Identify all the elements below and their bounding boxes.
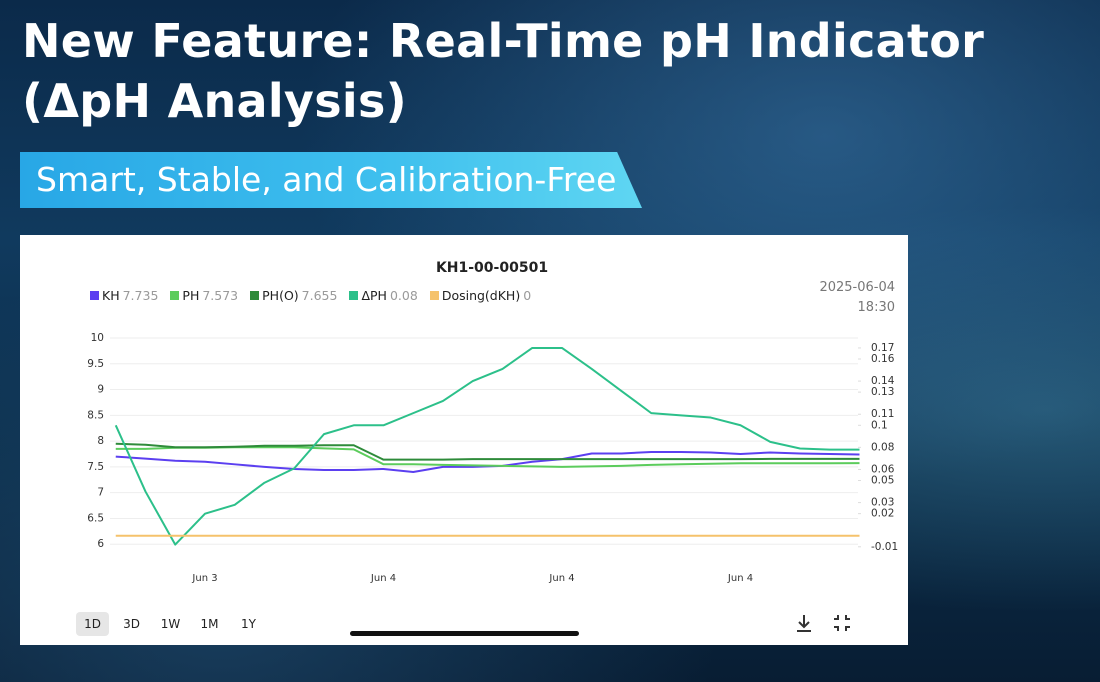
headline: (ΔpH Analysis)	[22, 74, 407, 128]
y2-tick-label: -0.01	[871, 541, 898, 553]
legend-swatch	[90, 291, 99, 300]
y2-tick-label: 0.16	[871, 353, 895, 365]
series-line	[115, 450, 860, 474]
legend-name: PH(O)	[262, 288, 299, 303]
headline: New Feature: Real-Time pH Indicator	[22, 14, 985, 68]
y-tick-label: 7.5	[87, 461, 104, 473]
legend-item: PH 7.573	[170, 288, 238, 303]
legend-name: PH	[182, 288, 200, 303]
download-icon[interactable]	[797, 615, 811, 632]
chart-title: KH1-00-00501	[436, 260, 548, 276]
y-tick-label: 9	[97, 384, 104, 396]
legend-swatch	[429, 291, 439, 300]
legend-swatch	[250, 291, 260, 300]
collapse-icon[interactable]	[834, 615, 850, 631]
legend-name: Dosing(dKH)	[441, 288, 521, 303]
legend-value: 7.735	[122, 288, 159, 303]
y2-tick-label: 0.02	[871, 508, 894, 520]
x-tick-label: Jun 4	[548, 573, 574, 584]
y-tick-label: 6	[97, 538, 104, 550]
range-button[interactable]: 1Y	[241, 617, 256, 631]
x-tick-label: Jun 4	[727, 573, 753, 584]
y2-tick-label: 0.11	[871, 408, 894, 420]
y2-tick-label: 0.05	[871, 475, 894, 487]
y-tick-label: 6.5	[87, 512, 104, 524]
series-line	[115, 442, 860, 461]
range-button[interactable]: 1W	[160, 617, 181, 631]
range-button[interactable]: 1D	[76, 612, 109, 636]
y2-tick-label: 0.13	[871, 386, 894, 398]
legend-value: 7.655	[301, 288, 338, 303]
range-button[interactable]: 3D	[123, 617, 140, 631]
legend-swatch	[349, 291, 359, 300]
legend-value: 7.573	[202, 288, 239, 303]
y-tick-label: 8.5	[87, 409, 104, 421]
y-tick-label: 10	[91, 332, 104, 344]
legend-value: 0	[523, 288, 532, 303]
legend-name: KH	[102, 288, 120, 303]
legend-value: 0.08	[389, 288, 418, 303]
legend-item: KH 7.735	[90, 288, 158, 303]
y2-tick-label: 0.06	[871, 463, 895, 475]
y-tick-label: 9.5	[87, 358, 104, 370]
chart-panel	[20, 235, 908, 645]
y-tick-label: 7	[97, 487, 104, 499]
y2-tick-label: 0.03	[871, 497, 894, 509]
range-button[interactable]: 1M	[200, 617, 219, 631]
legend-item: Dosing(dKH) 0	[429, 288, 532, 303]
legend-item: PH(O) 7.655	[250, 288, 337, 303]
legend-swatch	[170, 291, 180, 300]
series-line	[114, 346, 860, 546]
range-buttons: 1D 3D 1W 1M 1Y	[76, 612, 265, 636]
home-indicator	[350, 631, 579, 636]
timestamp: 2025-06-04 18:30	[819, 278, 895, 318]
banner: Smart, Stable, and Calibration-Free	[20, 152, 642, 208]
timestamp-date: 2025-06-04	[819, 280, 895, 295]
y2-tick-label: 0.17	[871, 342, 894, 354]
x-tick-label: Jun 3	[191, 573, 217, 584]
x-tick-label: Jun 4	[370, 573, 396, 584]
y2-tick-label: 0.14	[871, 375, 895, 387]
legend-name: ΔPH	[361, 288, 387, 303]
legend: KH 7.735 PH 7.573 PH(O) 7.655 ΔPH 0.08 Dosing(dK…	[90, 288, 531, 303]
y2-tick-label: 0.1	[871, 419, 888, 431]
timestamp-time: 18:30	[857, 300, 895, 315]
banner-text: Smart, Stable, and Calibration-Free	[36, 160, 617, 199]
legend-item: ΔPH 0.08	[349, 288, 418, 303]
y2-tick-label: 0.08	[871, 441, 894, 453]
y-tick-label: 8	[97, 435, 104, 447]
